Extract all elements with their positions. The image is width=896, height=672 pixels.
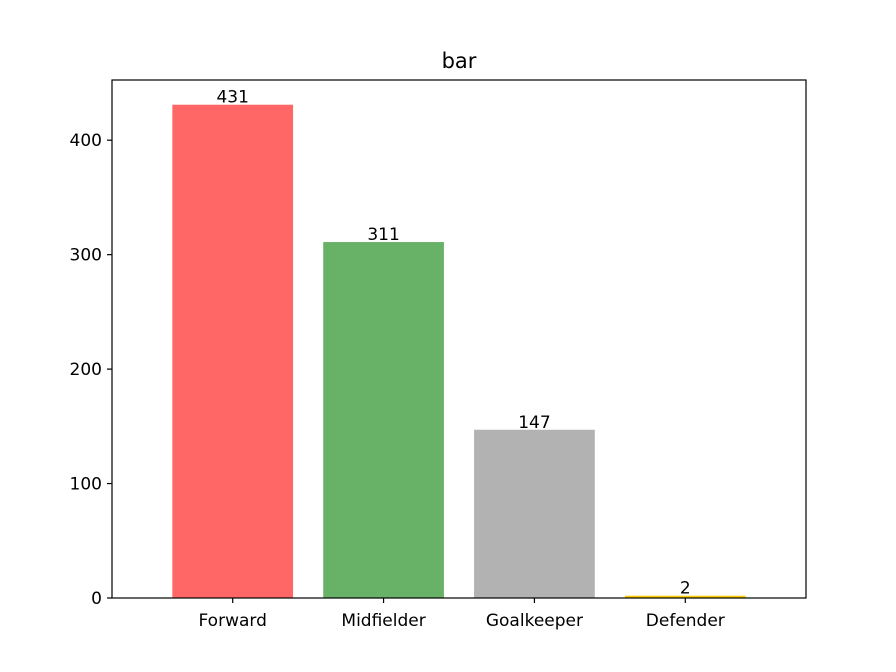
y-tick-label: 200 (70, 360, 102, 380)
data-label-goalkeeper: 147 (518, 413, 550, 433)
plot-frame (111, 79, 807, 599)
bar-midfielder (323, 242, 444, 598)
bar-forward (172, 104, 294, 598)
x-tick-label: Defender (646, 611, 725, 631)
y-tick-label: 300 (70, 246, 102, 266)
chart-title: bar (442, 49, 477, 73)
y-tick-label: 100 (70, 475, 102, 495)
data-label-defender: 2 (680, 579, 691, 599)
data-labels-layer: 431 311 147 2 (216, 88, 690, 599)
axes-layer: Forward Midfielder Goalkeeper Defender 0 100 2… (70, 79, 807, 631)
data-label-midfielder: 311 (367, 225, 399, 245)
y-tick-label: 0 (91, 589, 102, 609)
x-tick-label: Goalkeeper (486, 611, 583, 631)
bars-layer (172, 104, 746, 598)
bar-goalkeeper (474, 429, 595, 598)
bar-defender (624, 595, 746, 598)
x-tick-label: Forward (199, 611, 267, 631)
x-tick-label: Midfielder (341, 611, 425, 631)
data-label-forward: 431 (216, 88, 248, 108)
y-tick-label: 400 (70, 131, 102, 151)
